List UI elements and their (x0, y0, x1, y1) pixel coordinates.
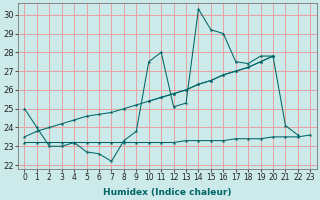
X-axis label: Humidex (Indice chaleur): Humidex (Indice chaleur) (103, 188, 232, 197)
